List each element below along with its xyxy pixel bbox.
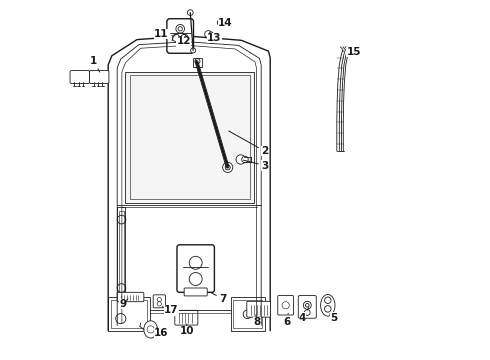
Text: 13: 13 <box>207 33 221 43</box>
FancyBboxPatch shape <box>153 295 166 308</box>
Text: 11: 11 <box>154 29 172 39</box>
Circle shape <box>242 156 248 163</box>
Text: 9: 9 <box>119 299 128 309</box>
PathPatch shape <box>108 36 270 331</box>
Ellipse shape <box>320 294 335 316</box>
FancyBboxPatch shape <box>70 71 90 84</box>
Text: 1: 1 <box>90 56 99 72</box>
Text: 7: 7 <box>212 293 226 304</box>
Text: 8: 8 <box>254 315 261 327</box>
FancyBboxPatch shape <box>177 245 215 292</box>
Text: 15: 15 <box>343 47 361 57</box>
FancyBboxPatch shape <box>184 288 207 296</box>
FancyBboxPatch shape <box>117 292 144 302</box>
FancyBboxPatch shape <box>175 310 198 325</box>
Circle shape <box>187 10 193 15</box>
FancyBboxPatch shape <box>90 71 109 84</box>
Text: 12: 12 <box>176 36 191 47</box>
Circle shape <box>236 155 245 164</box>
Text: 16: 16 <box>154 328 169 338</box>
Text: 10: 10 <box>180 324 195 336</box>
Text: 4: 4 <box>299 308 309 323</box>
Text: 14: 14 <box>218 18 233 28</box>
Circle shape <box>209 32 213 36</box>
Text: 6: 6 <box>283 313 291 327</box>
Circle shape <box>217 19 224 26</box>
Text: 17: 17 <box>162 305 179 315</box>
FancyBboxPatch shape <box>278 296 294 315</box>
FancyBboxPatch shape <box>167 19 194 53</box>
Circle shape <box>222 162 233 172</box>
Text: 5: 5 <box>330 312 338 323</box>
FancyBboxPatch shape <box>247 301 270 317</box>
Circle shape <box>191 48 196 53</box>
Text: 2: 2 <box>229 131 269 156</box>
FancyBboxPatch shape <box>298 296 316 318</box>
Ellipse shape <box>144 321 157 338</box>
Polygon shape <box>125 72 254 203</box>
Text: 3: 3 <box>244 160 269 171</box>
Circle shape <box>205 31 212 38</box>
